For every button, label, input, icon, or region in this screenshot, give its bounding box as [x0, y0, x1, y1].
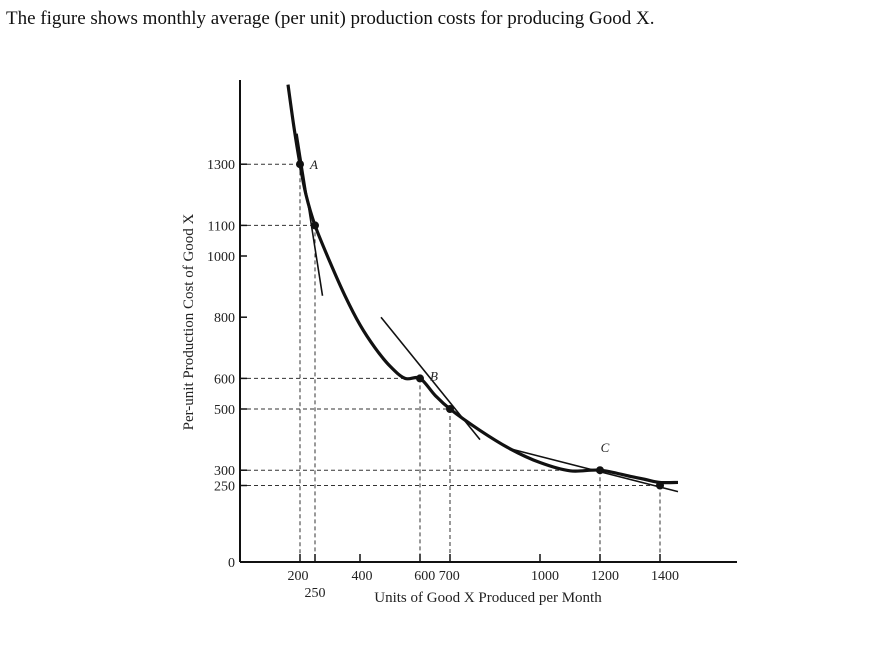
y-tick-label-500: 500: [214, 403, 235, 418]
y-tick-label-0: 0: [228, 556, 235, 571]
point-label-B: B: [430, 368, 438, 383]
y-tick-label-250: 250: [214, 480, 235, 495]
x-tick-label-4: 1000: [531, 569, 559, 584]
x-tick-label-2: 400: [352, 569, 373, 584]
point-marker-1: [311, 221, 319, 230]
y-tick-label-1100: 1100: [208, 219, 235, 234]
average-cost-curve: [286, 84, 679, 485]
y-tick-label-1300: 1300: [207, 158, 235, 173]
point-marker-5: [656, 481, 664, 490]
point-marker-2: [416, 374, 424, 383]
x-tick-label-6: 1400: [651, 569, 679, 584]
y-tick-label-300: 300: [214, 464, 235, 479]
x-tick-label-3: 600 700: [414, 569, 460, 584]
point-marker-3: [446, 405, 454, 413]
y-tick-label-800: 800: [214, 311, 235, 326]
point-marker-4: [596, 466, 604, 475]
y-tick-label-600: 600: [214, 372, 235, 387]
point-label-A: A: [309, 157, 318, 172]
guide-lines: [240, 163, 661, 562]
y-axis-title: Per-unit Production Cost of Good X: [181, 213, 197, 430]
point-marker-0: [296, 160, 304, 169]
x-tick-label-1: 250: [305, 586, 326, 601]
x-tick-label-0: 200: [288, 569, 309, 584]
y-tick-label-1000: 1000: [207, 250, 235, 265]
x-tick-label-5: 1200: [591, 569, 619, 584]
axes: [239, 80, 737, 563]
point-label-C: C: [601, 440, 610, 455]
figure-caption: The figure shows monthly average (per un…: [6, 8, 655, 29]
x-axis-title: Units of Good X Produced per Month: [374, 590, 602, 606]
points: A B C: [296, 157, 664, 490]
